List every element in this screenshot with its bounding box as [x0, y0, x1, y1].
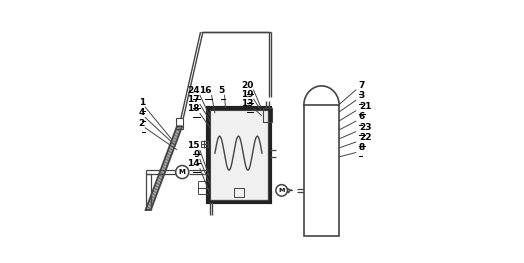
- Bar: [234, 188, 244, 198]
- Circle shape: [176, 165, 189, 179]
- Text: 8: 8: [359, 143, 365, 153]
- Text: 9: 9: [193, 150, 200, 159]
- Text: 16: 16: [199, 86, 212, 95]
- Bar: [309, 158, 334, 213]
- Text: 17: 17: [187, 95, 200, 104]
- Text: 22: 22: [359, 133, 372, 142]
- Bar: [211, 110, 268, 200]
- Bar: [263, 108, 272, 122]
- Text: 13: 13: [241, 99, 254, 108]
- Text: 1: 1: [138, 98, 145, 107]
- Text: 20: 20: [241, 81, 254, 90]
- Text: 23: 23: [359, 123, 372, 132]
- Bar: [201, 141, 208, 147]
- Bar: [177, 118, 183, 129]
- Bar: [304, 105, 339, 236]
- Text: 15: 15: [187, 141, 200, 150]
- Text: 14: 14: [187, 159, 200, 168]
- Text: M: M: [179, 169, 185, 175]
- Text: 4: 4: [138, 108, 145, 117]
- Text: 2: 2: [138, 119, 145, 128]
- Text: 18: 18: [187, 104, 200, 113]
- Text: 21: 21: [359, 102, 372, 110]
- Bar: [209, 108, 270, 202]
- Text: 19: 19: [241, 90, 254, 99]
- Text: 7: 7: [359, 81, 365, 90]
- Circle shape: [276, 185, 287, 196]
- Text: 3: 3: [359, 91, 365, 100]
- Text: M: M: [278, 188, 285, 193]
- Text: 6: 6: [359, 112, 365, 121]
- Text: 24: 24: [187, 86, 200, 95]
- Text: 5: 5: [219, 86, 225, 95]
